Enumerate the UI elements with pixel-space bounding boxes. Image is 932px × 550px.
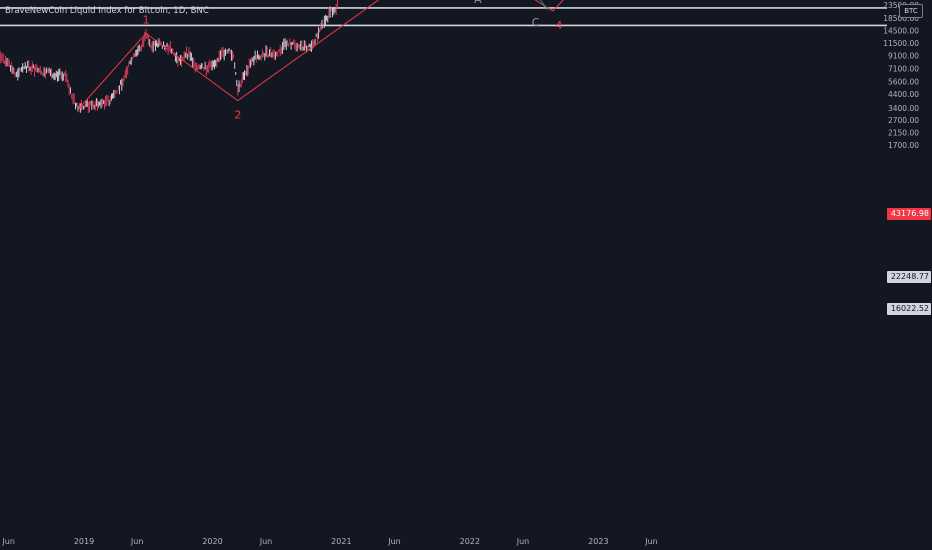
currency-badge[interactable]: BTC (899, 4, 923, 18)
wave-label: 1 (142, 13, 149, 26)
x-axis-tick-label: 2023 (588, 537, 608, 546)
y-axis-tick-label: 7100.00 (888, 65, 919, 74)
wave-label: 4 (555, 19, 562, 32)
x-axis-tick-label: Jun (259, 537, 273, 546)
y-axis-tick-label: 11500.00 (883, 39, 919, 48)
x-axis-tick-label: Jun (644, 537, 658, 546)
current-price-tag: 43176.98 (887, 208, 931, 220)
y-axis-tick-label: 2150.00 (888, 128, 919, 137)
y-axis-tick-label: 1700.00 (888, 141, 919, 150)
y-axis-tick-label: 4400.00 (888, 90, 919, 99)
x-axis-tick-label: Jun (1, 537, 15, 546)
x-axis-tick-label: 2021 (331, 537, 351, 546)
wave-label: 2 (234, 109, 241, 122)
y-axis-tick-label: 14500.00 (883, 27, 919, 36)
x-axis-tick-label: 2019 (74, 537, 94, 546)
level-price-tag: 22248.77 (887, 271, 931, 283)
corrective-label: A (474, 0, 482, 6)
level-price-tag: 16022.52 (887, 303, 931, 315)
y-axis-tick-label: 2700.00 (888, 116, 919, 125)
x-axis-tick-label: 2020 (202, 537, 222, 546)
elliott-wave-line (77, 0, 564, 110)
chart-title: BraveNewCoin Liquid Index for Bitcoin, 1… (5, 6, 209, 16)
x-axis-tick-label: 2022 (460, 537, 480, 546)
x-axis-tick-label: Jun (387, 537, 401, 546)
x-axis-tick-label: Jun (130, 537, 144, 546)
corrective-label: C (532, 16, 540, 29)
y-axis-tick-label: 3400.00 (888, 104, 919, 113)
y-axis-tick-label: 18500.00 (883, 14, 919, 23)
y-axis-tick-label: 5600.00 (888, 77, 919, 86)
y-axis-tick-label: 9100.00 (888, 52, 919, 61)
x-axis-tick-label: Jun (516, 537, 530, 546)
